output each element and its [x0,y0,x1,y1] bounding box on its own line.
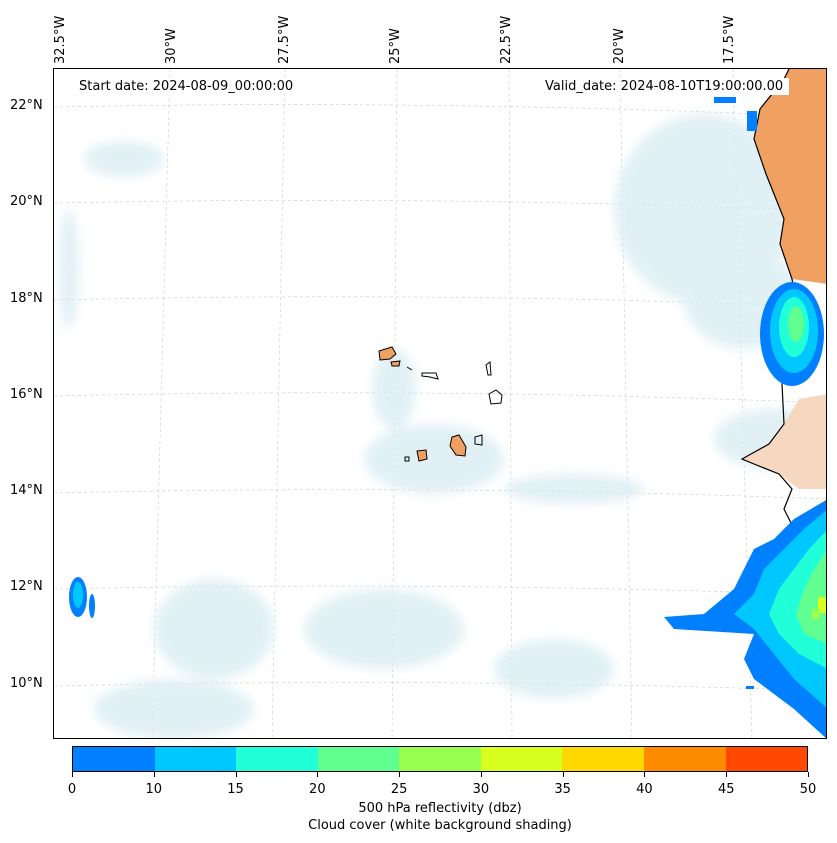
colorbar-tick-label: 20 [309,782,326,797]
start-date-label: Start date: 2024-08-09_00:00:00 [73,78,300,95]
colorbar-tick-mark [644,772,646,777]
colorbar-swatch [562,747,644,771]
latitude-label: 18°N [10,291,43,306]
colorbar-swatch [154,747,237,771]
colorbar-tick-mark [153,772,155,777]
longitude-label: 17.5°W [722,15,737,64]
colorbar-swatch [236,747,318,771]
latitude-label: 22°N [10,98,43,113]
colorbar-swatch [725,747,808,771]
latitude-label: 12°N [10,579,43,594]
map-panel [53,68,827,739]
colorbar [72,746,808,772]
colorbar-tick-label: 0 [67,782,77,797]
latitude-label: 14°N [10,483,43,498]
longitude-label: 32.5°W [53,15,68,64]
cloud-cover [59,114,826,738]
colorbar-tick-label: 30 [472,782,490,797]
colorbar-tick-label: 35 [554,782,571,797]
colorbar-tick-mark [235,772,237,777]
latitude-label: 10°N [10,676,43,691]
colorbar-swatch [317,747,400,771]
colorbar-tick-label: 25 [390,782,408,797]
reflectivity-cell-west [69,577,95,618]
valid-date-label: Valid_date: 2024-08-10T19:00:00.00 [539,78,790,95]
africa-land [754,69,826,284]
colorbar-tick-mark [72,772,73,777]
colorbar-label-reflectivity: 500 hPa reflectivity (dbz) [358,801,522,816]
colorbar-tick-label: 15 [227,782,244,797]
colorbar-tick-mark [317,772,319,777]
colorbar-tick-label: 50 [799,782,817,797]
colorbar-tick-mark [399,772,401,777]
latitude-label: 20°N [10,194,43,209]
longitude-label: 20°W [612,28,627,64]
colorbar-tick-mark [808,772,809,777]
africa-land-pale [742,394,826,489]
colorbar-tick-mark [562,772,564,777]
colorbar-swatch [643,747,726,771]
longitude-label: 25°W [388,28,403,64]
longitude-label: 22.5°W [499,15,514,64]
colorbar-tick-label: 10 [145,782,163,797]
map-canvas [54,69,826,738]
colorbar-tick-label: 40 [636,782,653,797]
colorbar-swatch [73,747,155,771]
colorbar-tick-label: 45 [717,782,735,797]
reflectivity-cell-north [760,282,824,386]
latitude-label: 16°N [10,387,43,402]
reflectivity-cell-south [664,500,826,738]
colorbar-swatch [399,747,481,771]
colorbar-swatch [480,747,563,771]
colorbar-label-cloud: Cloud cover (white background shading) [308,818,572,833]
cape-verde-islands [378,346,503,462]
colorbar-tick-mark [480,772,482,777]
longitude-label: 30°W [164,28,179,64]
colorbar-tick-mark [726,772,728,777]
longitude-label: 27.5°W [277,15,292,64]
